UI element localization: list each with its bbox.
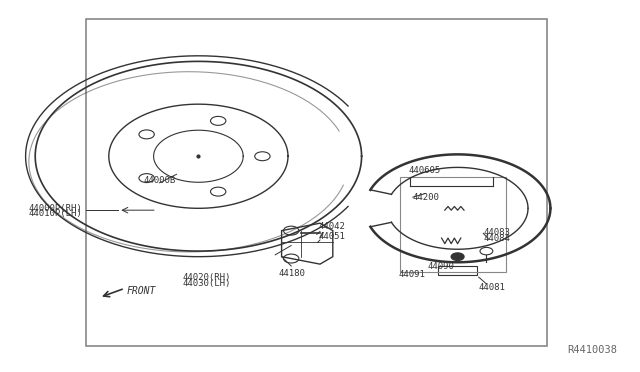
Text: 44042: 44042 <box>319 222 346 231</box>
Text: 44084: 44084 <box>483 234 510 243</box>
Text: 44083: 44083 <box>483 228 510 237</box>
Text: 440605: 440605 <box>408 166 440 175</box>
Text: 44090: 44090 <box>428 262 454 271</box>
Text: 44091: 44091 <box>399 270 426 279</box>
Bar <box>438 266 477 275</box>
Text: 44051: 44051 <box>319 232 346 241</box>
Text: 44081: 44081 <box>479 283 506 292</box>
Text: 44000B: 44000B <box>144 176 176 185</box>
Text: 44180: 44180 <box>278 269 305 278</box>
Text: R4410038: R4410038 <box>568 345 618 355</box>
Text: FRONT: FRONT <box>127 286 156 296</box>
Bar <box>86 19 547 346</box>
Text: 44200: 44200 <box>413 193 440 202</box>
Bar <box>400 177 506 272</box>
Text: 44030(LH): 44030(LH) <box>182 279 231 288</box>
Circle shape <box>451 253 464 260</box>
Text: 44010P(LH): 44010P(LH) <box>29 209 83 218</box>
Text: 44000P(RH): 44000P(RH) <box>29 204 83 213</box>
Text: 44020(RH): 44020(RH) <box>182 273 231 282</box>
